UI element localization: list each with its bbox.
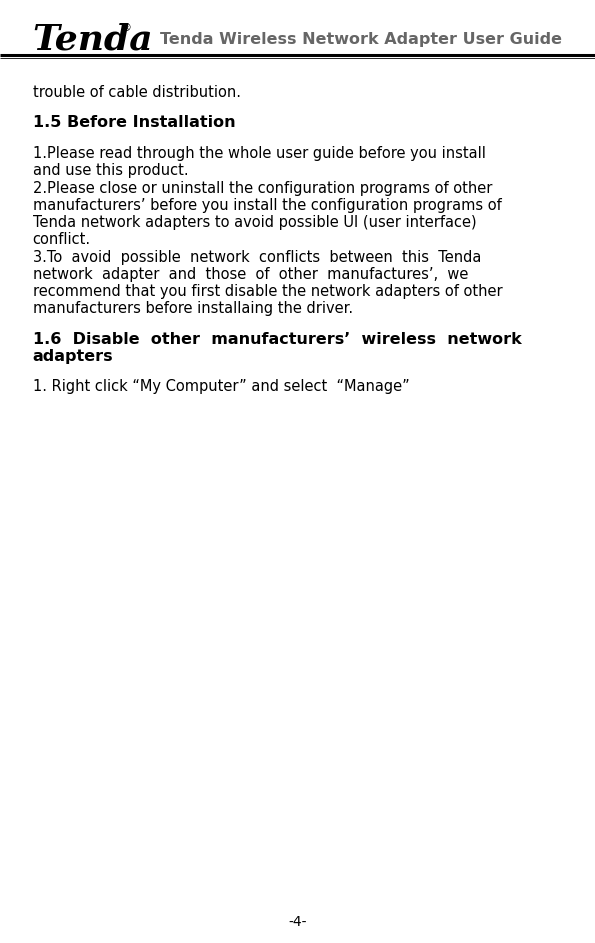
Text: manufacturers’ before you install the configuration programs of: manufacturers’ before you install the co…: [33, 198, 502, 213]
Text: 1.5 Before Installation: 1.5 Before Installation: [33, 115, 236, 130]
Text: 3.To  avoid  possible  network  conflicts  between  this  Tenda: 3.To avoid possible network conflicts be…: [33, 250, 481, 265]
Text: 1.6  Disable  other  manufacturers’  wireless  network: 1.6 Disable other manufacturers’ wireles…: [33, 332, 521, 347]
Text: 2.Please close or uninstall the configuration programs of other: 2.Please close or uninstall the configur…: [33, 181, 492, 196]
Text: -4-: -4-: [288, 916, 307, 929]
Text: Tenda network adapters to avoid possible UI (user interface): Tenda network adapters to avoid possible…: [33, 215, 477, 230]
Text: ®: ®: [121, 24, 131, 33]
Text: network  adapter  and  those  of  other  manufactures’,  we: network adapter and those of other manuf…: [33, 267, 468, 282]
Text: conflict.: conflict.: [33, 232, 91, 247]
Text: adapters: adapters: [33, 349, 114, 364]
Text: manufacturers before installaing the driver.: manufacturers before installaing the dri…: [33, 301, 353, 316]
Text: Tenda Wireless Network Adapter User Guide: Tenda Wireless Network Adapter User Guid…: [160, 32, 562, 47]
Text: 1.Please read through the whole user guide before you install: 1.Please read through the whole user gui…: [33, 146, 486, 161]
Text: and use this product.: and use this product.: [33, 163, 189, 178]
Text: recommend that you first disable the network adapters of other: recommend that you first disable the net…: [33, 284, 502, 299]
Text: 1. Right click “My Computer” and select  “Manage”: 1. Right click “My Computer” and select …: [33, 379, 409, 394]
Text: trouble of cable distribution.: trouble of cable distribution.: [33, 85, 241, 100]
Text: Tenda: Tenda: [33, 23, 154, 57]
